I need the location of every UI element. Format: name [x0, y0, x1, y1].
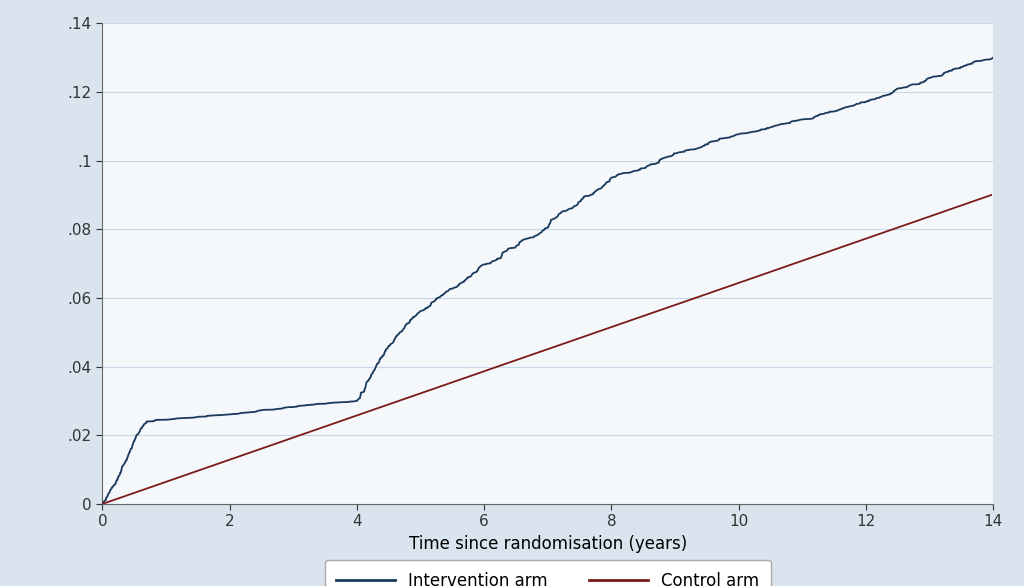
X-axis label: Time since randomisation (years): Time since randomisation (years) [409, 535, 687, 553]
Legend: Intervention arm, Control arm: Intervention arm, Control arm [325, 560, 771, 586]
